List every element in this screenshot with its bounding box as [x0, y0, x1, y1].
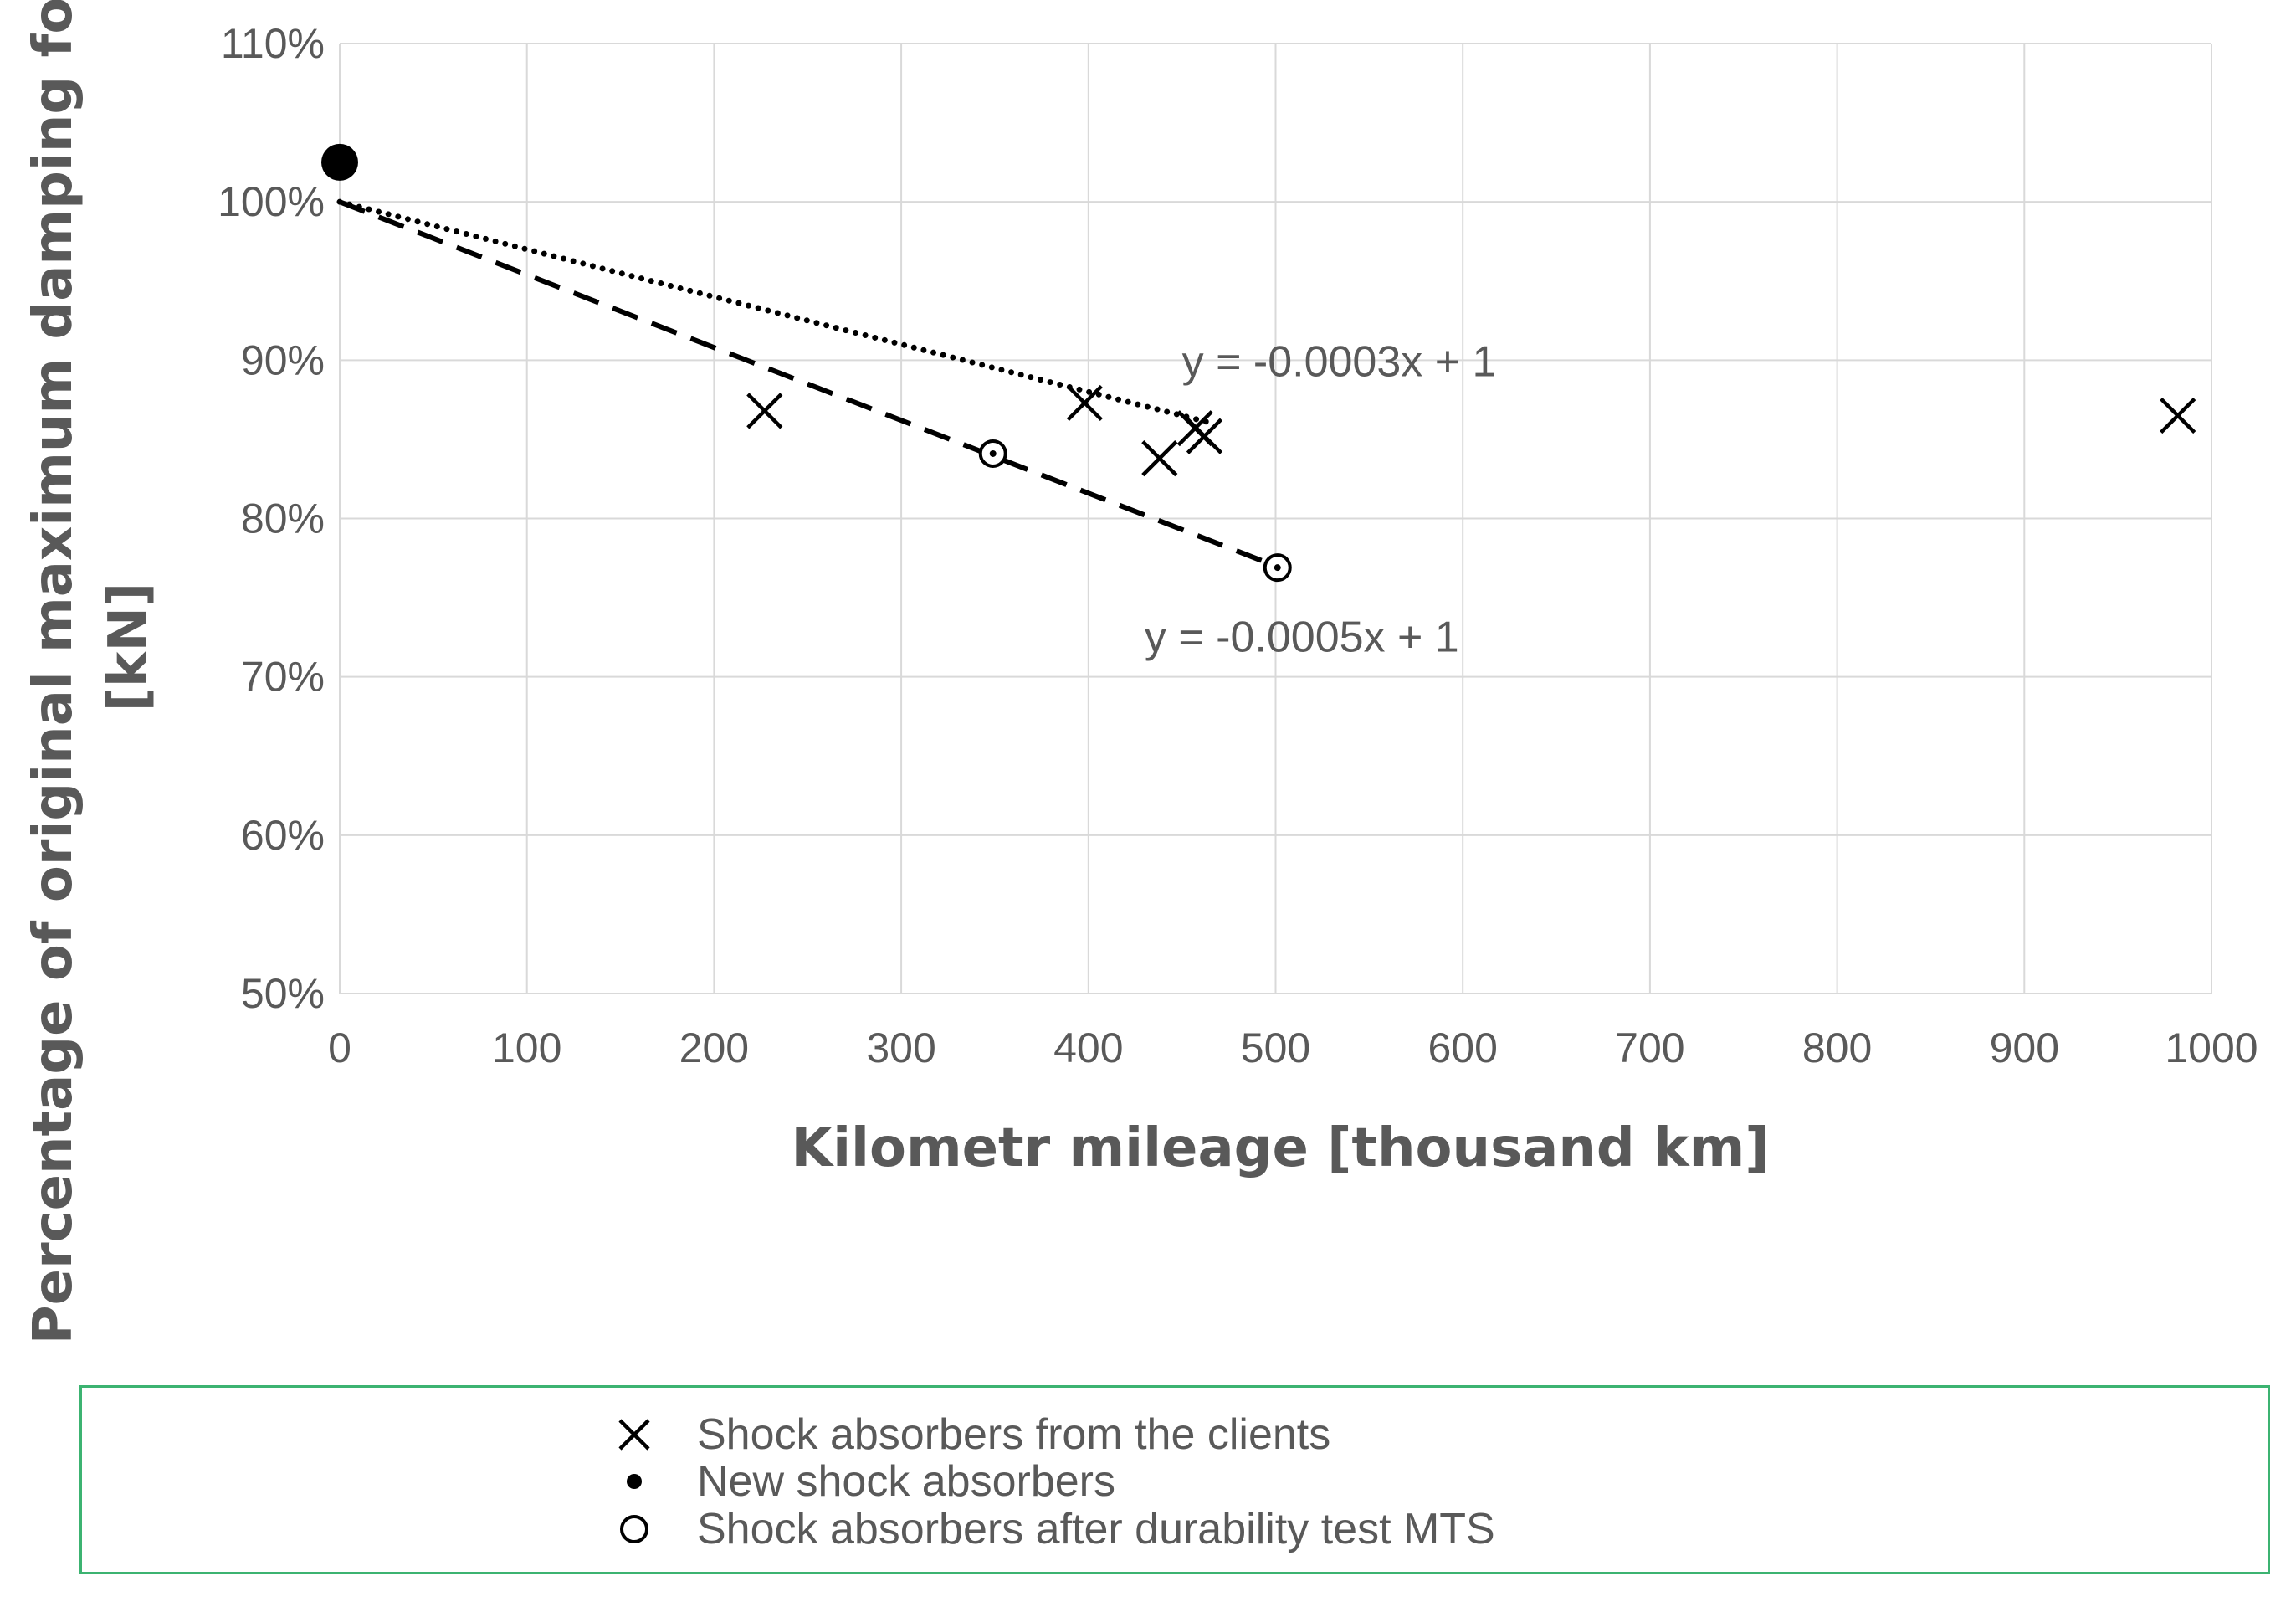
x-tick-label: 700	[1615, 1024, 1684, 1071]
new-shock-absorber-point	[321, 143, 358, 181]
legend-item: Shock absorbers after durability test MT…	[609, 1497, 1495, 1561]
legend-label: Shock absorbers after durability test MT…	[697, 1505, 1495, 1553]
x-marker-icon	[609, 1409, 659, 1460]
x-marker-stroke	[746, 393, 783, 429]
data-points	[321, 143, 2196, 583]
grid	[339, 43, 2212, 994]
legend-item: Shock absorbers from the clients	[609, 1403, 1330, 1466]
x-tick-label: 100	[492, 1024, 561, 1071]
trendlines	[336, 198, 1279, 569]
x-tick-label: 400	[1053, 1024, 1123, 1071]
y-tick-label: 110%	[221, 20, 325, 67]
y-tick-label: 80%	[241, 495, 325, 542]
x-tick-label: 200	[679, 1024, 749, 1071]
x-tick-label: 300	[866, 1024, 935, 1071]
y-tick-label: 70%	[241, 654, 325, 701]
legend-item: New shock absorbers	[609, 1450, 1115, 1513]
trendline-equation: y = -0.0005x + 1	[1145, 613, 1459, 661]
legend-label: New shock absorbers	[697, 1457, 1115, 1506]
legend: Shock absorbers from the clients New sho…	[79, 1385, 2270, 1574]
client-shock-absorber-point	[1066, 384, 1103, 421]
open-circle-icon	[609, 1504, 659, 1554]
x-axis-ticks: 0 100 200 300 400 500 600 700 800 900 1000	[328, 1024, 2258, 1071]
client-shock-absorber-point	[1186, 418, 1223, 454]
dashed-trendline	[338, 199, 1279, 569]
x-marker-stroke	[1066, 384, 1103, 421]
legend-label: Shock absorbers from the clients	[697, 1410, 1331, 1459]
open-circle-center	[1274, 564, 1281, 572]
y-axis-ticks: 50% 60% 70% 80% 90% 100% 110%	[218, 20, 325, 1017]
dotted-trendline	[336, 198, 1213, 426]
trendline-equation: y = -0.0003x + 1	[1182, 337, 1497, 386]
x-marker-stroke	[1141, 440, 1178, 477]
x-marker-stroke	[2160, 397, 2196, 434]
y-axis-title-line-2: [kN]	[98, 583, 160, 712]
y-tick-label: 90%	[241, 336, 325, 383]
x-tick-label: 1000	[2165, 1024, 2258, 1071]
client-shock-absorber-point	[746, 393, 783, 429]
y-tick-label: 100%	[218, 178, 325, 225]
filled-circle-icon	[609, 1456, 659, 1507]
x-marker-stroke	[1186, 418, 1223, 454]
x-tick-label: 0	[328, 1024, 351, 1071]
trendline-equations: y = -0.0003x + 1 y = -0.0005x + 1	[1145, 337, 1497, 661]
y-tick-label: 60%	[241, 812, 325, 859]
client-shock-absorber-point	[2160, 397, 2196, 434]
x-tick-label: 600	[1427, 1024, 1497, 1071]
open-circle-center	[989, 449, 997, 457]
x-tick-label: 900	[1990, 1024, 2059, 1071]
client-shock-absorber-point	[1141, 440, 1178, 477]
x-tick-label: 800	[1802, 1024, 1872, 1071]
x-axis-title: Kilometr mileage [thousand km]	[792, 1117, 1770, 1179]
durability-test-point	[978, 439, 1007, 468]
x-tick-label: 500	[1241, 1024, 1310, 1071]
y-tick-label: 50%	[241, 970, 325, 1017]
durability-test-point	[1263, 553, 1292, 583]
y-axis-title-line-1: Percentage of original maximum damping f…	[23, 0, 85, 1344]
